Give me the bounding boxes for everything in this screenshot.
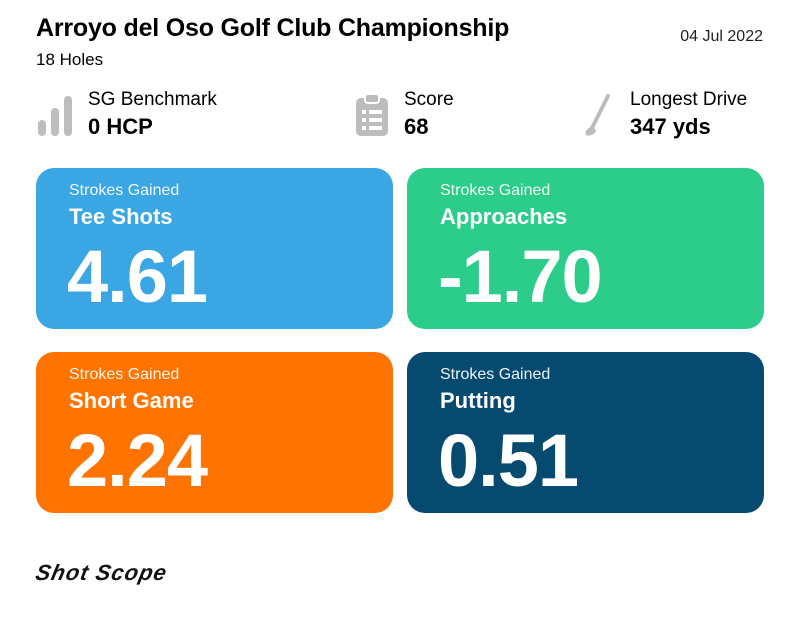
card-value: 0.51 xyxy=(438,419,579,502)
stat-value: 0 HCP xyxy=(88,114,153,139)
stat-label: Longest Drive xyxy=(630,89,748,110)
holes-subtitle: 18 Holes xyxy=(36,50,104,69)
clipboard-icon xyxy=(354,90,404,140)
stat-sg-benchmark: SG Benchmark 0 HCP xyxy=(36,88,217,142)
stat-label: Score xyxy=(404,89,454,110)
card-tee-shots: Strokes Gained Tee Shots 4.61 xyxy=(36,168,393,329)
card-putting: Strokes Gained Putting 0.51 xyxy=(407,352,764,513)
card-kicker: Strokes Gained xyxy=(440,182,551,199)
card-title: Approaches xyxy=(440,204,568,229)
round-date: 04 Jul 2022 xyxy=(680,28,763,45)
stat-longest-drive: Longest Drive 347 yds xyxy=(582,88,747,142)
round-title: Arroyo del Oso Golf Club Championship xyxy=(36,14,510,42)
stat-score: Score 68 xyxy=(354,88,454,142)
card-kicker: Strokes Gained xyxy=(69,366,180,383)
card-value: 4.61 xyxy=(67,235,208,318)
card-kicker: Strokes Gained xyxy=(69,182,180,199)
stat-label: SG Benchmark xyxy=(88,89,217,110)
stat-value: 347 yds xyxy=(630,114,711,139)
card-title: Short Game xyxy=(69,388,194,413)
bar-chart-icon xyxy=(36,90,88,140)
card-approaches: Strokes Gained Approaches -1.70 xyxy=(407,168,764,329)
card-value: 2.24 xyxy=(67,419,208,502)
card-kicker: Strokes Gained xyxy=(440,366,551,383)
card-short-game: Strokes Gained Short Game 2.24 xyxy=(36,352,393,513)
golf-club-icon xyxy=(582,90,630,140)
stat-value: 68 xyxy=(404,114,429,139)
card-value: -1.70 xyxy=(438,235,603,318)
card-title: Tee Shots xyxy=(69,204,173,229)
shot-scope-logo: Shot Scope xyxy=(33,560,170,585)
card-title: Putting xyxy=(440,388,516,413)
